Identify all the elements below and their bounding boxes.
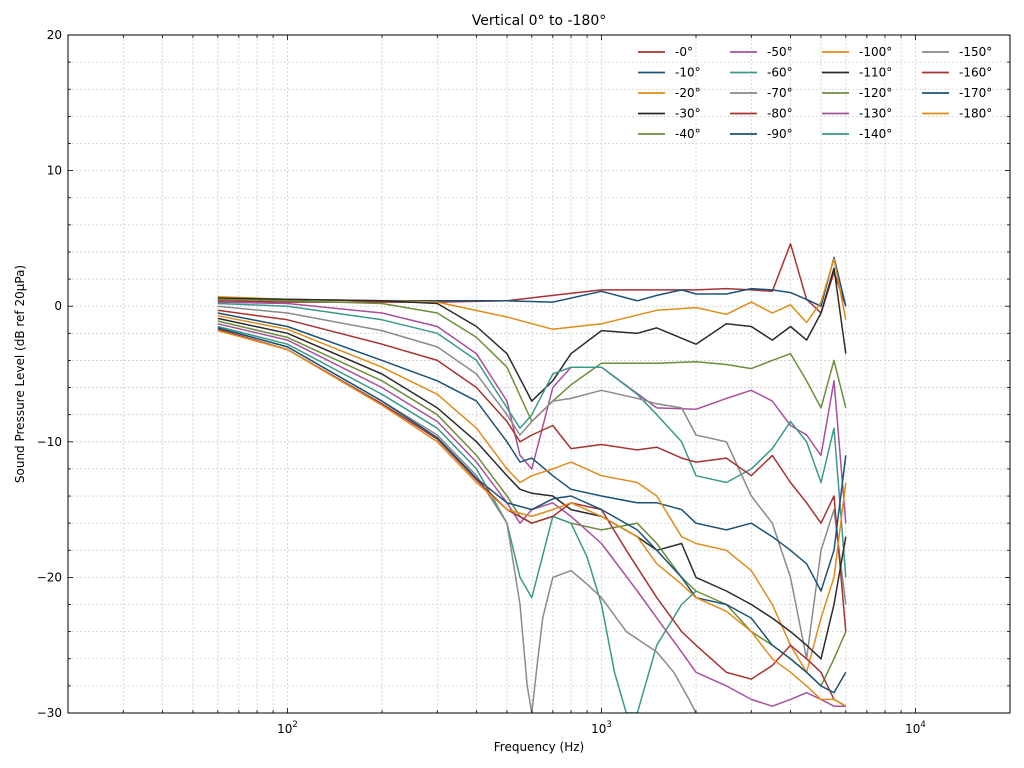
legend-label: -140° — [859, 127, 892, 141]
legend-label: -40° — [675, 127, 701, 141]
x-tick-label: 104 — [905, 720, 926, 736]
series-line-7 — [217, 305, 847, 660]
series-line-10 — [217, 314, 847, 674]
ticks: −30 −20 −10 0 10 20 102 103 104 — [37, 28, 1011, 736]
series-line-6 — [217, 302, 847, 578]
legend-label: -150° — [959, 45, 992, 59]
series-line-15 — [217, 327, 697, 713]
legend-label: -130° — [859, 107, 892, 121]
plot-frame — [67, 34, 1011, 714]
chart-title: Vertical 0° to -180° — [472, 13, 607, 29]
x-axis-title: Frequency (Hz) — [494, 740, 585, 754]
legend-label: -20° — [675, 86, 701, 100]
legend-label: -0° — [675, 45, 693, 59]
y-tick-label: 10 — [47, 164, 62, 178]
x-tick-label: 103 — [591, 720, 612, 736]
legend-label: -110° — [859, 66, 892, 80]
series-line-2 — [217, 257, 847, 331]
series-line-14 — [217, 325, 697, 713]
legend-label: -100° — [859, 45, 892, 59]
series-layer — [217, 243, 847, 713]
series-line-18 — [217, 329, 847, 707]
legend-label: -50° — [767, 45, 793, 59]
legend-label: -160° — [959, 66, 992, 80]
y-tick-label: −20 — [37, 570, 62, 584]
legend-label: -10° — [675, 66, 701, 80]
series-line-9 — [217, 312, 847, 592]
y-tick-label: 0 — [54, 299, 62, 313]
y-tick-label: −10 — [37, 435, 62, 449]
series-line-17 — [217, 327, 847, 694]
legend-label: -30° — [675, 107, 701, 121]
legend: -0° -10° -20° -30° -40° -50° -60° -70° -80° -90° -… — [638, 45, 992, 141]
legend-label: -70° — [767, 86, 793, 100]
legend-label: -180° — [959, 107, 992, 121]
series-line-13 — [217, 323, 846, 707]
legend-label: -80° — [767, 107, 793, 121]
series-line-16 — [217, 328, 847, 707]
y-tick-label: 20 — [47, 28, 62, 42]
legend-label: -120° — [859, 86, 892, 100]
series-line-3 — [217, 267, 847, 402]
y-axis-title: Sound Pressure Level (dB ref 20µPa) — [13, 265, 27, 483]
series-line-8 — [217, 309, 847, 632]
series-line-1 — [217, 256, 847, 307]
x-tick-label: 102 — [277, 720, 298, 736]
legend-label: -60° — [767, 66, 793, 80]
legend-label: -90° — [767, 127, 793, 141]
series-line-4 — [217, 298, 847, 423]
legend-label: -170° — [959, 86, 992, 100]
y-tick-label: −30 — [37, 706, 62, 720]
